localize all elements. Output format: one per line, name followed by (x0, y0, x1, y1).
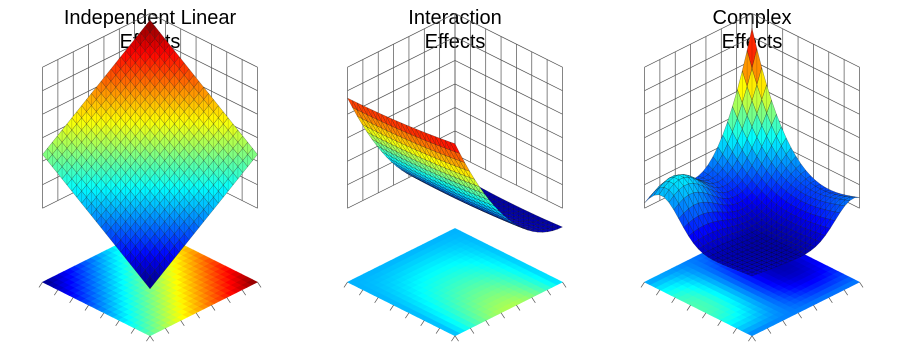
axis-ticks (640, 281, 864, 342)
surface-mesh (42, 19, 258, 290)
surface-mesh (347, 97, 563, 233)
chart-panel-interaction: Interaction Effects (305, 0, 605, 343)
chart-panel-complex: Complex Effects (602, 0, 902, 343)
back-grid (347, 13, 563, 209)
surface-plot-complex (640, 13, 864, 342)
surface-plot-linear (38, 13, 262, 342)
axis-ticks (38, 281, 262, 342)
surface-plot-interaction (343, 13, 567, 342)
chart-panel-independent-linear: Independent Linear Effects (0, 0, 300, 343)
surface-mesh (644, 28, 860, 277)
axis-ticks (343, 281, 567, 342)
floor-contour (346, 228, 564, 337)
